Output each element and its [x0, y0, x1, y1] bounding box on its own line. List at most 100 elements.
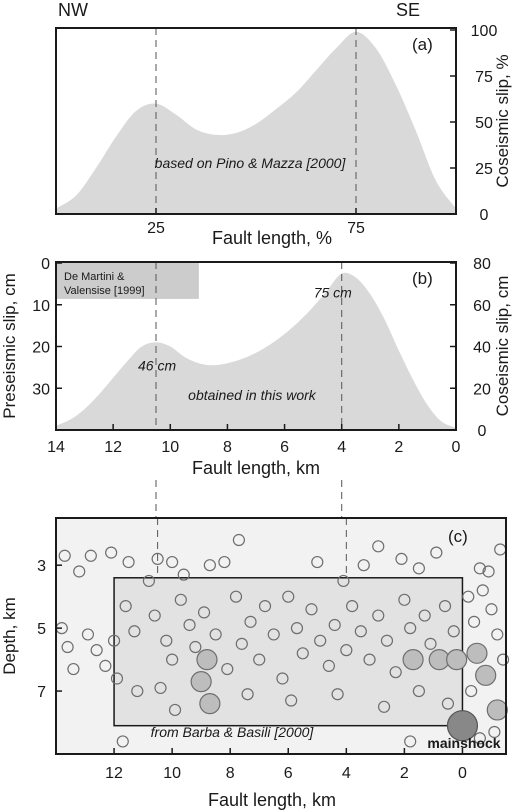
panel-b-x-axis-label: Fault length, km	[192, 458, 320, 478]
aftershock-circle	[424, 637, 437, 650]
slip-peak-annotation: 75 cm	[314, 284, 352, 300]
x-tick-label: 8	[226, 765, 235, 782]
aftershock-circle	[296, 647, 309, 660]
aftershock-circle	[491, 628, 504, 641]
slip-distribution-area	[56, 272, 456, 430]
aftershock-circle	[496, 653, 510, 666]
aftershock-circle	[229, 590, 243, 603]
panel-a-ticks: 25 75 0 25 50 75 100	[147, 23, 497, 237]
aftershock-circle	[346, 600, 359, 613]
aftershock-circle	[311, 555, 324, 569]
x-tick-label: 6	[280, 439, 289, 456]
panel-b-caption: obtained in this work	[188, 387, 317, 403]
aftershock-circle	[241, 688, 254, 701]
aftershock-circle	[331, 688, 344, 701]
aftershock-circle	[363, 653, 376, 666]
x-tick-label: 4	[337, 439, 346, 456]
aftershock-circle	[380, 634, 394, 647]
aftershock-circle	[276, 672, 289, 685]
aftershock-circle	[177, 568, 190, 581]
se-label: SE	[396, 0, 420, 20]
panel-b-right-axis-label: Coseismic slip, cm	[493, 276, 512, 417]
aftershock-circle	[467, 615, 481, 628]
x-tick-label: 6	[284, 765, 293, 782]
aftershock-circle	[290, 622, 304, 635]
x-tick-label: 12	[105, 765, 123, 782]
panel-c-left-axis-label: Depth, km	[0, 597, 19, 674]
y-tick-label: 5	[37, 621, 46, 638]
aftershock-circle	[119, 600, 132, 613]
aftershock-circle	[174, 593, 187, 606]
reference-box-line2: Valensise [1999]	[64, 285, 145, 297]
y-tick-label: 75	[475, 69, 493, 86]
aftershock-circle	[128, 625, 141, 638]
aftershock-circle	[148, 609, 161, 622]
aftershock-circle	[377, 700, 391, 713]
aftershock-circle	[244, 615, 257, 628]
mainshock-marker	[446, 710, 479, 742]
aftershock-circle	[285, 694, 298, 707]
x-tick-label: 4	[342, 765, 351, 782]
y-tick-label: 3	[37, 558, 46, 575]
aftershock-circle	[305, 603, 318, 616]
aftershock-circle	[488, 725, 501, 739]
panel-a-right-axis-label: Coseismic slip, %	[493, 54, 512, 187]
x-tick-label: 14	[47, 439, 65, 456]
x-tick-label: 10	[161, 439, 179, 456]
y-tick-label: 0	[480, 207, 489, 224]
slip-peak-annotation: 46 cm	[138, 357, 176, 373]
aftershock-circle	[122, 555, 135, 569]
right-y-tick-label: 80	[473, 256, 491, 273]
aftershock-circle	[404, 735, 417, 748]
aftershock-circle	[314, 634, 327, 647]
connecting-dashed-lines	[155, 480, 343, 518]
reference-box	[56, 263, 199, 299]
panel-b-letter: (b)	[412, 269, 433, 288]
aftershock-circle	[151, 552, 164, 566]
aftershock-circle	[462, 590, 475, 603]
panel-a-frame	[55, 27, 457, 215]
panel-c-letter: (c)	[448, 527, 468, 546]
nw-label: NW	[58, 0, 88, 20]
left-y-tick-label: 30	[32, 381, 50, 398]
panel-c: 12 10 8 6 4 2 0 3 5 7 (c) from Barba & Basili [20…	[0, 517, 510, 810]
x-tick-label: 10	[163, 765, 181, 782]
mainshock-label: mainshock	[427, 735, 500, 751]
aftershock-circle	[142, 574, 156, 588]
aftershock-circle	[218, 555, 231, 569]
aftershock-circle	[404, 622, 417, 635]
panel-c-ticks: 12 10 8 6 4 2 0 3 5 7	[37, 558, 467, 782]
aftershock-circle	[372, 609, 385, 622]
x-tick-label: 2	[394, 439, 403, 456]
aftershock-circle	[84, 549, 97, 562]
reference-box-line1: De Martini &	[64, 271, 125, 283]
panel-b-left-axis-label: Preseismic slip, cm	[0, 273, 19, 418]
aftershock-circle	[168, 703, 182, 717]
panel-b: De Martini & Valensise [1999] 14 12 10 8 6 4 2…	[0, 256, 512, 478]
aftershock-circle	[412, 684, 426, 698]
aftershock-circle	[485, 603, 498, 616]
aftershock-circle	[389, 666, 402, 679]
panel-a: 25 75 0 25 50 75 100 (a) based on Pino & Mazza…	[55, 23, 512, 248]
aftershock-circle	[328, 618, 341, 632]
large-aftershock-circle	[196, 648, 218, 671]
large-aftershock-events	[190, 642, 508, 721]
aftershock-circle	[354, 625, 367, 638]
panel-c-caption: from Barba & Basili [2000]	[151, 724, 315, 740]
aftershock-circle	[110, 672, 124, 685]
aftershock-circle	[258, 600, 272, 613]
aftershock-circle	[430, 546, 443, 559]
large-aftershock-circle	[486, 699, 508, 721]
large-aftershock-circle	[199, 693, 221, 715]
aftershock-circle	[232, 533, 246, 547]
panel-a-caption: based on Pino & Mazza [2000]	[155, 155, 347, 171]
x-tick-label: 12	[104, 439, 122, 456]
aftershock-circle	[476, 584, 489, 597]
panel-c-dashed-lines	[157, 518, 347, 578]
panel-a-dashed-lines	[155, 28, 357, 214]
panel-a-x-axis-label: Fault length, %	[212, 228, 332, 248]
panel-b-annotations: 46 cm 75 cm	[138, 284, 352, 373]
x-tick-label: 25	[147, 220, 165, 237]
